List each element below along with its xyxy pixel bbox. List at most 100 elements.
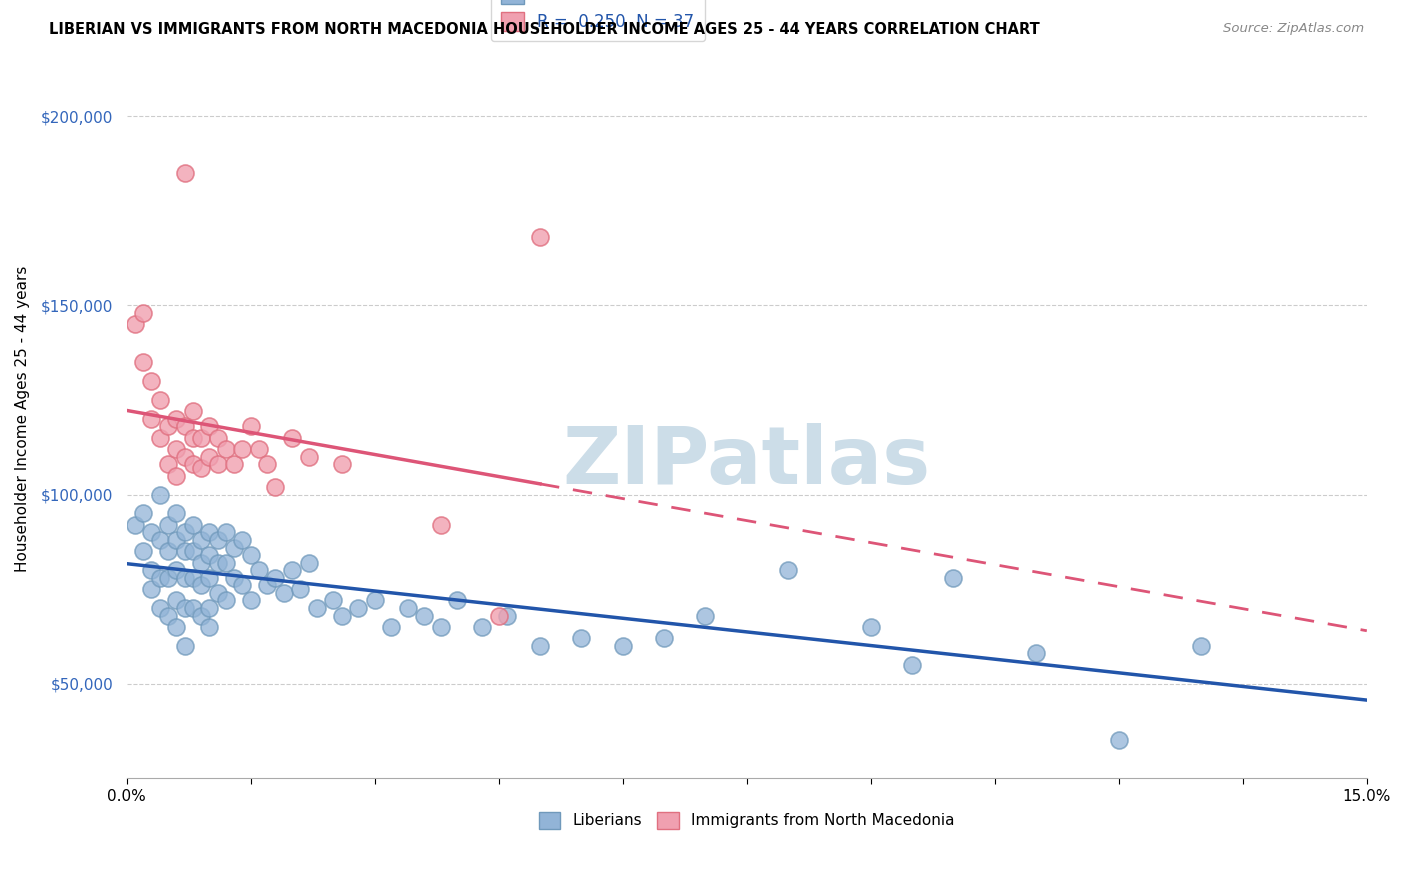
Point — [231, 442, 253, 457]
Point — [207, 586, 229, 600]
Point — [149, 487, 172, 501]
Point — [165, 442, 187, 457]
Point — [224, 541, 246, 555]
Point — [1108, 733, 1130, 747]
Point — [231, 533, 253, 547]
Point — [330, 608, 353, 623]
Point — [198, 419, 221, 434]
Point — [488, 608, 510, 623]
Point — [149, 571, 172, 585]
Point — [207, 431, 229, 445]
Point — [157, 608, 180, 623]
Point — [471, 620, 494, 634]
Point — [430, 620, 453, 634]
Point — [190, 556, 212, 570]
Point — [132, 355, 155, 369]
Point — [198, 450, 221, 464]
Point — [264, 571, 287, 585]
Point — [322, 593, 344, 607]
Point — [190, 431, 212, 445]
Point — [215, 556, 238, 570]
Point — [239, 419, 262, 434]
Point — [207, 458, 229, 472]
Point — [901, 657, 924, 672]
Point — [141, 412, 163, 426]
Point — [281, 431, 304, 445]
Point — [173, 419, 195, 434]
Point — [141, 563, 163, 577]
Point — [149, 431, 172, 445]
Point — [430, 517, 453, 532]
Point — [124, 517, 146, 532]
Point — [215, 593, 238, 607]
Point — [224, 458, 246, 472]
Point — [173, 571, 195, 585]
Point — [247, 563, 270, 577]
Point — [141, 525, 163, 540]
Point — [446, 593, 468, 607]
Point — [198, 525, 221, 540]
Point — [165, 593, 187, 607]
Point — [198, 548, 221, 562]
Point — [305, 601, 328, 615]
Point — [165, 563, 187, 577]
Point — [173, 601, 195, 615]
Point — [141, 582, 163, 596]
Point — [198, 571, 221, 585]
Point — [132, 306, 155, 320]
Point — [396, 601, 419, 615]
Point — [290, 582, 312, 596]
Point — [256, 578, 278, 592]
Point — [297, 556, 319, 570]
Point — [695, 608, 717, 623]
Point — [264, 480, 287, 494]
Point — [181, 431, 204, 445]
Point — [173, 525, 195, 540]
Point — [571, 632, 593, 646]
Point — [231, 578, 253, 592]
Point — [942, 571, 965, 585]
Point — [157, 419, 180, 434]
Text: ZIPatlas: ZIPatlas — [562, 423, 931, 501]
Point — [173, 166, 195, 180]
Point — [173, 450, 195, 464]
Point — [207, 533, 229, 547]
Point — [181, 571, 204, 585]
Point — [165, 533, 187, 547]
Point — [149, 601, 172, 615]
Point — [215, 442, 238, 457]
Point — [330, 458, 353, 472]
Legend: Liberians, Immigrants from North Macedonia: Liberians, Immigrants from North Macedon… — [533, 805, 960, 835]
Point — [859, 620, 882, 634]
Point — [273, 586, 295, 600]
Point — [181, 458, 204, 472]
Point — [652, 632, 675, 646]
Point — [165, 468, 187, 483]
Point — [149, 533, 172, 547]
Point — [124, 318, 146, 332]
Point — [181, 544, 204, 558]
Point — [173, 639, 195, 653]
Point — [157, 517, 180, 532]
Point — [281, 563, 304, 577]
Point — [157, 458, 180, 472]
Point — [181, 601, 204, 615]
Point — [207, 556, 229, 570]
Point — [347, 601, 370, 615]
Point — [364, 593, 387, 607]
Point — [190, 608, 212, 623]
Point — [132, 507, 155, 521]
Point — [190, 578, 212, 592]
Point — [529, 230, 551, 244]
Point — [778, 563, 800, 577]
Point — [181, 517, 204, 532]
Point — [165, 507, 187, 521]
Point — [165, 412, 187, 426]
Point — [141, 374, 163, 388]
Text: LIBERIAN VS IMMIGRANTS FROM NORTH MACEDONIA HOUSEHOLDER INCOME AGES 25 - 44 YEAR: LIBERIAN VS IMMIGRANTS FROM NORTH MACEDO… — [49, 22, 1040, 37]
Point — [529, 639, 551, 653]
Point — [612, 639, 634, 653]
Point — [173, 544, 195, 558]
Point — [165, 620, 187, 634]
Point — [380, 620, 402, 634]
